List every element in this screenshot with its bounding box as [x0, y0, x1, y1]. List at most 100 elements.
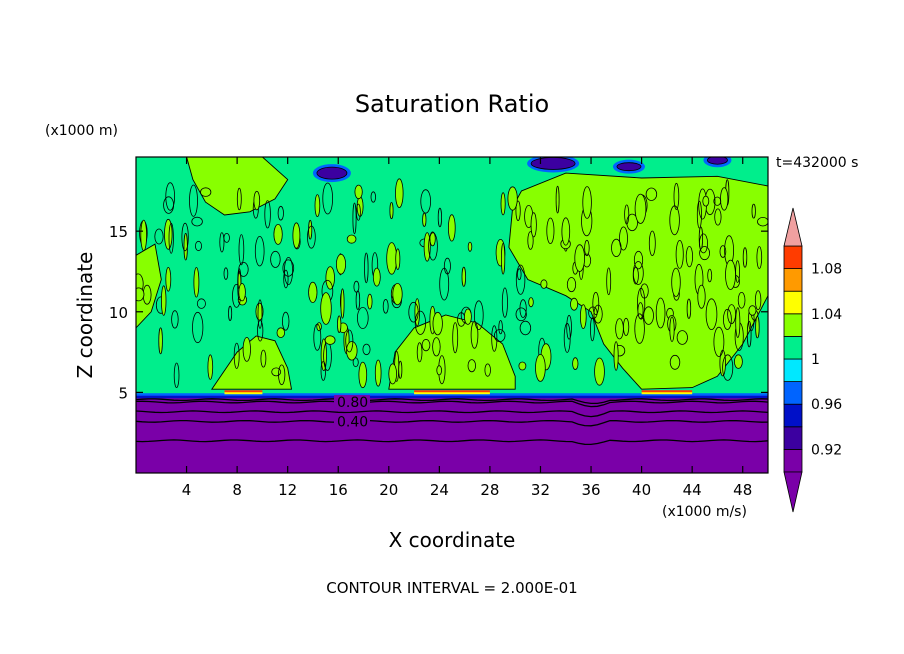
cloud-cell — [528, 297, 534, 308]
y-axis-label: Z coordinate — [73, 252, 97, 379]
supersaturated-streak-2 — [414, 390, 490, 394]
cloud-cell — [593, 304, 603, 324]
time-label: t=432000 s — [776, 155, 858, 171]
cloud-cell — [292, 222, 301, 249]
x-tick-label: 48 — [733, 481, 752, 499]
x-tick-label: 8 — [232, 481, 242, 499]
cloud-cell — [165, 266, 172, 292]
supersaturated-region-1 — [186, 157, 289, 216]
cloud-cell — [675, 239, 684, 269]
cloud-cell — [436, 365, 443, 376]
cloud-cell — [592, 291, 600, 316]
cloud-cell — [335, 253, 346, 275]
cloud-cell — [200, 187, 212, 197]
supersaturated-streak-1 — [224, 390, 263, 394]
cloud-cell — [673, 182, 680, 210]
cloud-cell — [702, 195, 710, 207]
cloud-cell — [423, 232, 431, 262]
cloud-cell — [219, 232, 225, 253]
cloud-cell — [748, 305, 757, 316]
cloud-cell — [707, 268, 713, 283]
cloud-cell — [140, 219, 148, 252]
supersaturated-streak-yellow-2 — [414, 392, 490, 395]
cloud-cell — [398, 360, 403, 379]
cloud-cell — [264, 200, 271, 229]
cloud-cell — [308, 219, 313, 240]
cloud-cell — [439, 267, 450, 301]
cloud-cell — [165, 182, 176, 211]
cloud-cell — [283, 269, 289, 289]
cloud-cell — [191, 216, 203, 227]
cloud-cell — [382, 298, 389, 314]
cloud-cell — [374, 359, 382, 387]
cloud-cell — [757, 217, 768, 227]
cloud-cell — [136, 287, 145, 302]
cloud-cell — [325, 266, 335, 290]
cloud-cell — [273, 223, 283, 245]
cloud-cell — [447, 214, 456, 242]
cloud-cell — [515, 264, 526, 295]
cloud-cell — [494, 329, 506, 343]
cloud-cell — [207, 354, 214, 380]
cloud-cell — [452, 322, 459, 354]
cloud-cell — [518, 361, 527, 371]
x-tick-label: 40 — [632, 481, 651, 499]
cloud-cell — [181, 222, 189, 252]
cloud-cell — [467, 359, 476, 373]
contour-label: 0.80 — [337, 395, 368, 411]
cloud-cell — [470, 320, 479, 349]
colorbar-swatch — [783, 426, 803, 450]
cloud-cell — [173, 362, 180, 389]
cloud-cell — [751, 203, 756, 219]
cloud-cell — [655, 297, 666, 329]
cloud-cell — [527, 231, 534, 250]
cloud-cell — [228, 305, 233, 321]
colorbar-swatch — [783, 245, 803, 270]
colorbar-extend-min — [783, 471, 803, 513]
cloud-cell — [611, 238, 622, 257]
cloud-cell — [572, 357, 579, 370]
cloud-cell — [223, 232, 230, 243]
cloud-cell — [416, 342, 423, 363]
contour-label-bg — [334, 414, 370, 429]
cloud-cell — [254, 235, 265, 267]
cloud-cell — [193, 267, 200, 298]
colorbar-swatch — [783, 448, 803, 473]
cloud-cell — [643, 306, 654, 325]
cloud-cell — [314, 194, 321, 218]
contour-interval-note: CONTOUR INTERVAL = 2.000E-01 — [326, 579, 577, 597]
cloud-cell — [720, 187, 729, 211]
cloud-cell — [257, 320, 264, 342]
colorbar: 0.92 0.96 1 1.04 1.08 — [783, 207, 842, 513]
colorbar-swatch — [783, 381, 803, 405]
cloud-cell — [546, 217, 555, 245]
cloud-cell — [277, 205, 284, 221]
cloud-cell — [723, 308, 732, 330]
cloud-cell — [519, 320, 532, 336]
cloud-cell — [432, 337, 441, 357]
cloud-cell — [640, 283, 649, 299]
colorbar-swatch — [783, 403, 803, 428]
x-tick-label: 32 — [531, 481, 550, 499]
x-tick-label: 16 — [329, 481, 348, 499]
contour-label-bg — [334, 395, 370, 410]
cloud-cell — [626, 213, 638, 232]
cloud-cell — [574, 244, 585, 272]
cloud-cell — [613, 341, 619, 371]
cloud-cell — [238, 234, 245, 266]
cloud-cell — [722, 354, 734, 381]
cloud-cell — [340, 288, 345, 319]
colorbar-label: 0.92 — [811, 442, 842, 458]
x-axis-label: X coordinate — [389, 528, 516, 552]
x-tick-label: 4 — [182, 481, 192, 499]
cloud-cell — [370, 191, 376, 203]
cloud-cell — [619, 226, 628, 251]
y-tick-label: 5 — [118, 384, 128, 402]
cloud-cell — [164, 218, 173, 250]
cloud-cell — [584, 239, 590, 257]
cloud-cell — [735, 307, 741, 338]
cloud-cell — [257, 299, 263, 329]
cloud-cell — [501, 287, 508, 318]
cloud-cell — [713, 326, 725, 357]
